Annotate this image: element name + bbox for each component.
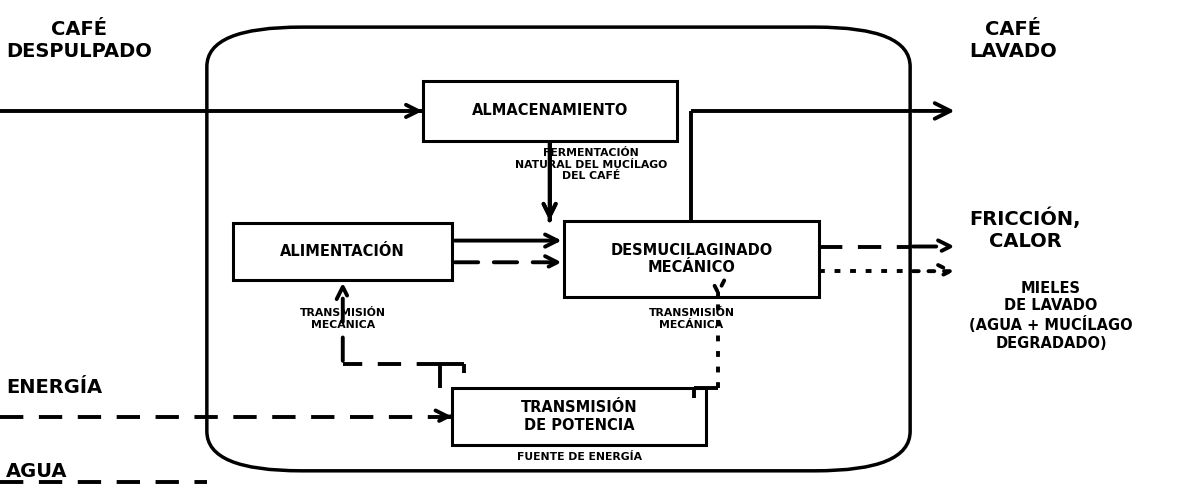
Text: DESMUCILAGINADO
MECÁNICO: DESMUCILAGINADO MECÁNICO bbox=[610, 243, 773, 275]
Text: CAFÉ
LAVADO: CAFÉ LAVADO bbox=[969, 20, 1057, 61]
Text: TRANSMISIÓN
DE POTENCIA: TRANSMISIÓN DE POTENCIA bbox=[521, 400, 637, 433]
Text: AGUA: AGUA bbox=[6, 461, 67, 481]
Text: TRANSMISIÓN
MECÁNICA: TRANSMISIÓN MECÁNICA bbox=[300, 308, 385, 330]
Text: ALIMENTACIÓN: ALIMENTACIÓN bbox=[280, 244, 405, 259]
FancyBboxPatch shape bbox=[565, 221, 818, 297]
Text: ALMACENAMIENTO: ALMACENAMIENTO bbox=[472, 104, 628, 118]
Text: CAFÉ
DESPULPADO: CAFÉ DESPULPADO bbox=[6, 20, 151, 61]
Text: FUENTE DE ENERGÍA: FUENTE DE ENERGÍA bbox=[517, 452, 642, 462]
FancyBboxPatch shape bbox=[423, 81, 676, 141]
Text: ENERGÍA: ENERGÍA bbox=[6, 378, 102, 396]
Text: TRANSMISIÓN
MECÁNICA: TRANSMISIÓN MECÁNICA bbox=[649, 308, 734, 330]
FancyBboxPatch shape bbox=[452, 388, 707, 445]
FancyBboxPatch shape bbox=[233, 223, 452, 280]
Text: FRICCIÓN,
CALOR: FRICCIÓN, CALOR bbox=[969, 207, 1080, 250]
Text: MIELES
DE LAVADO
(AGUA + MUCÍLAGO
DEGRADADO): MIELES DE LAVADO (AGUA + MUCÍLAGO DEGRAD… bbox=[969, 281, 1132, 351]
FancyBboxPatch shape bbox=[207, 27, 910, 471]
Text: FERMENTACIÓN
NATURAL DEL MUCÍLAGO
DEL CAFÉ: FERMENTACIÓN NATURAL DEL MUCÍLAGO DEL CA… bbox=[515, 148, 667, 181]
